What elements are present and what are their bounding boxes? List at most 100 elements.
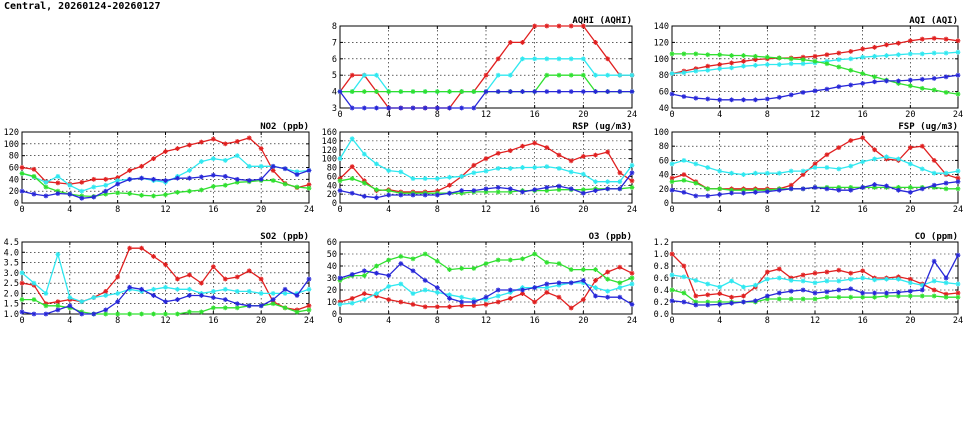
data-point-red (896, 40, 901, 46)
data-point-blue (282, 166, 288, 172)
data-point-blue (103, 307, 109, 313)
data-point-blue (860, 184, 866, 190)
data-point-blue (812, 88, 818, 94)
data-point-red (593, 40, 598, 45)
x-tick-label: 24 (953, 205, 963, 215)
data-point-cyan (115, 291, 121, 296)
data-point-blue (943, 275, 949, 281)
x-tick-label: 24 (627, 110, 637, 120)
data-point-blue (210, 172, 216, 178)
data-point-blue (753, 189, 758, 195)
x-tick-label: 24 (304, 205, 314, 215)
data-point-red (848, 138, 854, 143)
data-point-blue (374, 270, 379, 276)
data-point-blue (753, 97, 758, 103)
x-tick-label: 0 (669, 205, 674, 215)
data-point-green (222, 305, 228, 311)
data-point-blue (374, 195, 379, 201)
data-point-blue (19, 188, 25, 194)
data-point-blue (556, 183, 562, 189)
y-tick-label: 60 (659, 156, 669, 166)
data-point-green (955, 186, 961, 192)
data-point-green (306, 307, 312, 313)
x-tick-label: 8 (435, 110, 440, 120)
data-point-red (741, 293, 746, 299)
data-point-blue (955, 179, 961, 185)
data-point-cyan (800, 61, 806, 67)
data-point-red (55, 180, 61, 186)
data-point-green (374, 187, 379, 193)
data-point-red (717, 291, 723, 296)
data-point-cyan (693, 68, 699, 74)
data-point-cyan (544, 285, 550, 290)
data-point-blue (836, 287, 842, 293)
data-point-red (955, 290, 961, 296)
x-tick-label: 4 (717, 110, 722, 120)
data-point-cyan (717, 66, 723, 72)
data-point-blue (681, 299, 687, 305)
data-point-cyan (115, 178, 121, 183)
x-tick-label: 12 (481, 205, 491, 215)
x-tick-label: 24 (953, 316, 963, 326)
data-point-red (198, 139, 204, 145)
data-point-green (151, 193, 156, 199)
data-point-blue (872, 182, 877, 187)
data-point-blue (187, 175, 192, 181)
data-point-cyan (79, 299, 85, 305)
data-point-red (270, 168, 276, 173)
data-point-blue (907, 288, 913, 294)
data-point-cyan (210, 288, 216, 294)
data-point-blue (294, 172, 300, 177)
data-point-green (127, 191, 133, 196)
data-point-red (471, 162, 477, 168)
data-point-green (693, 51, 699, 57)
data-point-blue (836, 187, 842, 193)
data-point-green (187, 188, 192, 194)
data-point-cyan (705, 281, 711, 287)
data-point-cyan (812, 280, 818, 286)
data-point-blue (139, 175, 144, 181)
data-point-green (270, 301, 276, 307)
y-tick-label: 2.5 (4, 279, 19, 289)
data-point-green (705, 52, 711, 58)
data-point-blue (361, 105, 367, 111)
data-point-cyan (919, 166, 925, 172)
data-point-red (824, 269, 830, 275)
data-point-green (19, 297, 25, 302)
y-tick-label: 40 (9, 175, 19, 185)
chart-panel-6: 0 4 8 12 16 20 24 1.01.52.02.53.03.54.04.5 SO2 (… (4, 232, 314, 326)
data-point-cyan (556, 165, 562, 171)
data-point-blue (55, 307, 61, 313)
data-point-blue (705, 193, 711, 199)
data-point-cyan (884, 276, 889, 282)
data-point-cyan (617, 72, 623, 78)
y-tick-label: 8 (332, 22, 337, 32)
data-point-cyan (955, 281, 961, 287)
data-point-blue (884, 78, 889, 84)
data-point-green (836, 64, 842, 70)
data-point-green (556, 72, 562, 78)
data-point-cyan (222, 158, 228, 163)
data-point-green (681, 290, 687, 296)
data-point-blue (605, 89, 611, 94)
x-tick-label: 20 (578, 316, 588, 326)
data-point-red (151, 156, 156, 162)
data-point-red (139, 245, 144, 251)
y-tick-label: 60 (327, 238, 337, 248)
data-point-blue (693, 193, 699, 199)
data-point-red (729, 60, 734, 66)
data-point-cyan (55, 251, 61, 257)
data-point-red (776, 266, 782, 272)
data-point-blue (483, 294, 489, 300)
data-point-blue (593, 188, 598, 193)
data-point-green (580, 72, 586, 78)
data-point-red (19, 165, 25, 170)
data-point-blue (222, 173, 228, 179)
data-point-green (776, 55, 782, 61)
data-point-red (91, 176, 97, 182)
x-tick-label: 8 (765, 316, 770, 326)
data-point-cyan (860, 54, 866, 60)
data-point-cyan (729, 65, 734, 71)
data-point-cyan (459, 294, 465, 300)
y-tick-label: 4.5 (4, 238, 19, 248)
